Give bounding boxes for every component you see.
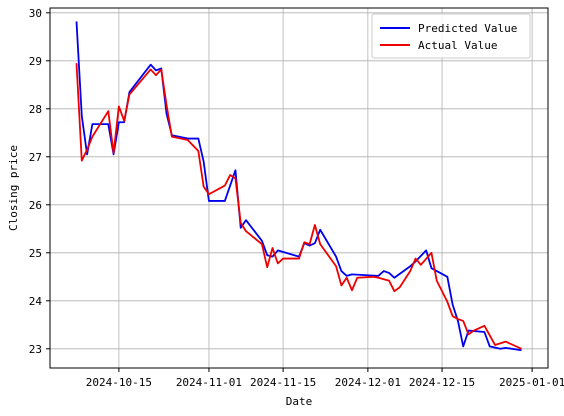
x-tick-label: 2025-01-01: [499, 376, 564, 389]
y-axis-label: Closing price: [7, 145, 20, 231]
y-tick-label: 27: [29, 151, 42, 164]
series-line-actual: [75, 63, 522, 350]
legend: Predicted Value Actual Value: [371, 13, 531, 59]
y-tick-label: 30: [29, 7, 42, 20]
grid-layer: [50, 8, 548, 368]
y-tick-label: 24: [29, 295, 43, 308]
x-axis: 2024-10-15 2024-11-01 2024-11-15 2024-12-01…: [86, 368, 564, 389]
x-tick-label: 2024-12-01: [335, 376, 401, 389]
x-tick-label: 2024-10-15: [86, 376, 152, 389]
plot-frame: [49, 7, 549, 369]
y-tick-label: 26: [29, 199, 42, 212]
y-tick-label: 29: [29, 55, 42, 68]
x-tick-label: 2024-11-15: [250, 376, 316, 389]
y-tick-label: 23: [29, 343, 42, 356]
y-tick-label: 28: [29, 103, 42, 116]
series-layer: [75, 21, 522, 352]
legend-label-predicted: Predicted Value: [418, 22, 517, 35]
x-tick-label: 2024-11-01: [176, 376, 242, 389]
legend-label-actual: Actual Value: [418, 39, 497, 52]
x-axis-label: Date: [286, 395, 313, 408]
y-tick-label: 25: [29, 247, 42, 260]
x-tick-label: 2024-12-15: [409, 376, 475, 389]
y-axis: 23 24 25 26 27 28 29 30: [29, 7, 50, 356]
legend-box: [371, 13, 531, 59]
